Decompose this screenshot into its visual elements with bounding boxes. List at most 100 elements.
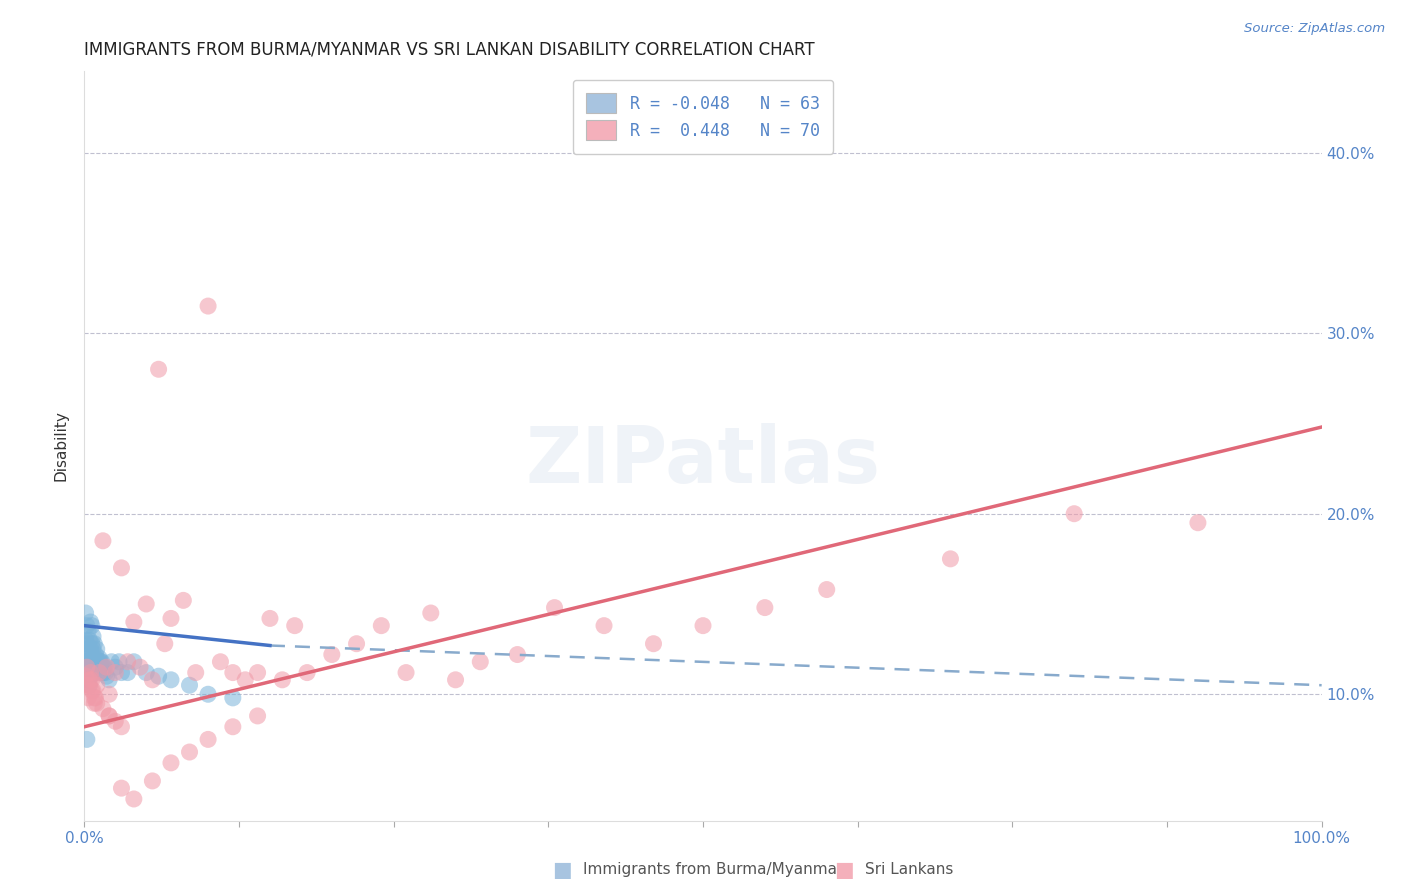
Point bbox=[80, 683, 103, 698]
Point bbox=[79, 651, 101, 665]
Point bbox=[83, 660, 105, 674]
Point bbox=[76, 732, 98, 747]
Point bbox=[89, 665, 111, 680]
Point bbox=[939, 552, 962, 566]
Point bbox=[197, 732, 219, 747]
Point bbox=[90, 655, 112, 669]
Point bbox=[76, 618, 98, 632]
Point bbox=[135, 665, 157, 680]
Point bbox=[86, 655, 108, 669]
Point bbox=[815, 582, 838, 597]
Point bbox=[76, 637, 98, 651]
Point bbox=[141, 773, 163, 788]
Point bbox=[87, 655, 110, 669]
Point bbox=[1187, 516, 1209, 530]
Point bbox=[98, 673, 121, 687]
Point bbox=[179, 745, 201, 759]
Point bbox=[79, 673, 101, 687]
Point bbox=[179, 678, 201, 692]
Point bbox=[75, 655, 97, 669]
Point bbox=[110, 781, 132, 796]
Point bbox=[89, 660, 111, 674]
Point bbox=[543, 600, 565, 615]
Point bbox=[77, 642, 100, 657]
Point bbox=[82, 651, 104, 665]
Point bbox=[86, 696, 108, 710]
Point bbox=[148, 362, 170, 376]
Point bbox=[754, 600, 776, 615]
Point bbox=[91, 660, 114, 674]
Point bbox=[86, 655, 108, 669]
Point bbox=[104, 660, 127, 674]
Point bbox=[506, 648, 529, 662]
Point bbox=[593, 618, 616, 632]
Text: ■: ■ bbox=[553, 860, 572, 880]
Legend: R = -0.048   N = 63, R =  0.448   N = 70: R = -0.048 N = 63, R = 0.448 N = 70 bbox=[574, 79, 832, 153]
Point bbox=[86, 678, 108, 692]
Point bbox=[419, 606, 441, 620]
Point bbox=[370, 618, 392, 632]
Point bbox=[222, 720, 245, 734]
Point bbox=[470, 655, 492, 669]
Point bbox=[82, 683, 104, 698]
Point bbox=[79, 678, 101, 692]
Point bbox=[233, 673, 256, 687]
Point bbox=[77, 690, 100, 705]
Point bbox=[117, 655, 139, 669]
Point bbox=[100, 655, 122, 669]
Point bbox=[84, 648, 107, 662]
Point bbox=[89, 665, 111, 680]
Point bbox=[76, 660, 98, 674]
Point bbox=[692, 618, 714, 632]
Point bbox=[80, 660, 103, 674]
Point bbox=[93, 660, 115, 674]
Y-axis label: Disability: Disability bbox=[53, 410, 69, 482]
Point bbox=[110, 720, 132, 734]
Point bbox=[83, 690, 105, 705]
Point bbox=[110, 561, 132, 575]
Point bbox=[104, 665, 127, 680]
Point bbox=[197, 687, 219, 701]
Text: ■: ■ bbox=[834, 860, 853, 880]
Point bbox=[321, 648, 343, 662]
Point bbox=[108, 655, 131, 669]
Point bbox=[122, 792, 145, 806]
Point bbox=[129, 660, 152, 674]
Text: Source: ZipAtlas.com: Source: ZipAtlas.com bbox=[1244, 22, 1385, 36]
Point bbox=[160, 756, 183, 770]
Point bbox=[75, 669, 97, 683]
Point bbox=[77, 648, 100, 662]
Point bbox=[209, 655, 232, 669]
Point bbox=[141, 673, 163, 687]
Point bbox=[79, 669, 101, 683]
Point bbox=[395, 665, 418, 680]
Point bbox=[172, 593, 194, 607]
Point bbox=[222, 665, 245, 680]
Point bbox=[91, 702, 114, 716]
Point bbox=[79, 678, 101, 692]
Point bbox=[94, 665, 117, 680]
Text: Sri Lankans: Sri Lankans bbox=[865, 863, 953, 877]
Point bbox=[89, 655, 111, 669]
Point bbox=[122, 615, 145, 629]
Point bbox=[84, 651, 107, 665]
Point bbox=[122, 655, 145, 669]
Point bbox=[246, 665, 269, 680]
Point bbox=[643, 637, 665, 651]
Text: ZIPatlas: ZIPatlas bbox=[526, 423, 880, 499]
Point bbox=[83, 665, 105, 680]
Point bbox=[83, 637, 105, 651]
Point bbox=[77, 673, 100, 687]
Point bbox=[346, 637, 368, 651]
Point bbox=[89, 655, 111, 669]
Point bbox=[79, 615, 101, 629]
Point bbox=[76, 678, 98, 692]
Point bbox=[80, 673, 103, 687]
Point bbox=[82, 642, 104, 657]
Point bbox=[87, 660, 110, 674]
Text: IMMIGRANTS FROM BURMA/MYANMAR VS SRI LANKAN DISABILITY CORRELATION CHART: IMMIGRANTS FROM BURMA/MYANMAR VS SRI LAN… bbox=[84, 41, 815, 59]
Point bbox=[160, 673, 183, 687]
Point bbox=[96, 669, 118, 683]
Point bbox=[79, 665, 101, 680]
Point bbox=[444, 673, 467, 687]
